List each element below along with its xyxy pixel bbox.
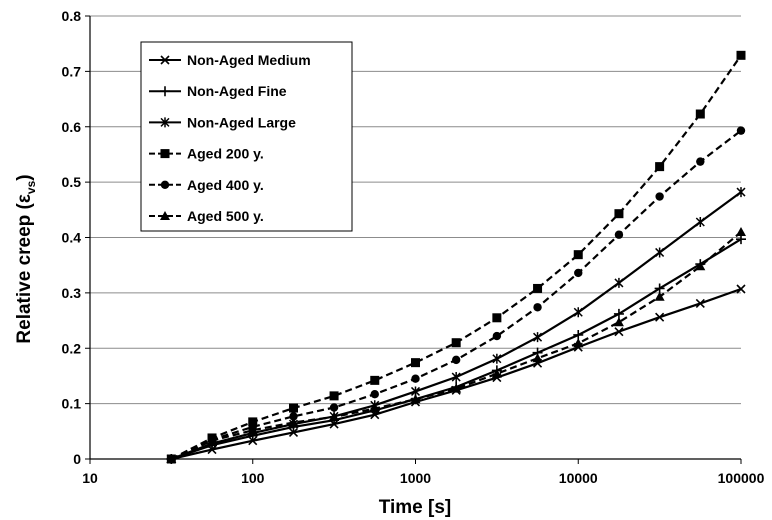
data-point-square [614, 209, 624, 219]
y-tick-label: 0.7 [62, 63, 82, 79]
y-axis-title-main: Relative creep (ε [14, 194, 35, 343]
data-point-star [451, 372, 461, 383]
y-tick-label: 0.6 [62, 119, 82, 135]
data-point-circle [574, 268, 583, 278]
legend-marker [160, 211, 170, 220]
axes: 0 0.1 0.2 0.3 0.4 0.5 0.6 0.7 0.8 10 100 1000 10000 1… [62, 8, 765, 486]
data-point-circle [736, 126, 746, 135]
x-tick-label: 1000 [400, 470, 431, 486]
data-point-triangle [288, 417, 299, 427]
legend: Non-Aged Medium Non-Aged Fine Non-Aged Lar… [140, 41, 353, 232]
data-point-circle [655, 192, 664, 201]
data-point-triangle [736, 226, 746, 236]
data-point-square [451, 338, 461, 348]
legend-entry: Aged 200 y. [149, 146, 264, 162]
data-point-square [329, 391, 339, 401]
data-point-circle [696, 157, 705, 166]
y-tick-label: 0.4 [62, 230, 82, 246]
legend-entry: Non-Aged Medium [149, 52, 311, 68]
data-point-square [736, 50, 746, 60]
y-tick-label: 0.3 [62, 285, 82, 301]
y-axis-title-subscript: vs [24, 180, 38, 194]
data-point-circle [289, 412, 298, 421]
data-point-triangle [573, 338, 584, 348]
data-point-x [695, 298, 705, 308]
legend-entry: Aged 400 y. [149, 177, 264, 193]
data-point-square [695, 109, 705, 119]
legend-label: Aged 200 y. [187, 146, 264, 162]
data-point-x [655, 312, 665, 322]
data-point-triangle [247, 425, 258, 435]
data-point-triangle [695, 261, 706, 271]
series-4 [166, 50, 746, 464]
data-point-star [573, 307, 583, 318]
data-point-star [736, 187, 746, 198]
legend-marker [160, 180, 170, 189]
data-point-square [289, 403, 299, 413]
data-point-circle [492, 331, 502, 341]
data-point-circle [370, 390, 379, 399]
data-point-square [492, 313, 502, 323]
data-point-triangle [451, 383, 462, 393]
data-point-triangle [491, 368, 502, 378]
legend-marker [160, 86, 170, 97]
data-point-x [288, 427, 299, 437]
legend-label: Non-Aged Medium [187, 52, 311, 68]
data-point-star [533, 332, 543, 343]
legend-marker [160, 149, 170, 159]
x-tick-label: 10 [82, 470, 98, 486]
legend-label: Aged 400 y. [187, 177, 264, 193]
data-point-triangle [613, 317, 624, 327]
data-point-circle [451, 355, 461, 365]
y-axis-title: Relative creep (εvs) [14, 174, 38, 343]
legend-label: Non-Aged Large [187, 114, 296, 130]
data-point-square [248, 417, 258, 427]
data-point-triangle [532, 353, 543, 363]
data-point-circle [411, 374, 420, 383]
data-point-x [614, 327, 624, 337]
legend-label: Non-Aged Fine [187, 83, 287, 99]
data-point-triangle [166, 454, 177, 463]
data-point-x [736, 284, 746, 294]
data-point-square [533, 283, 543, 293]
data-point-triangle [329, 411, 340, 421]
series-line [170, 231, 742, 461]
legend-marker [160, 55, 170, 65]
series-6 [166, 226, 746, 463]
data-point-triangle [207, 435, 218, 445]
data-point-star [492, 353, 502, 364]
data-point-star [614, 277, 624, 288]
data-point-triangle [410, 394, 421, 404]
data-point-triangle [654, 291, 665, 301]
y-tick-label: 0 [73, 451, 81, 467]
x-axis-title: Time [s] [379, 497, 452, 518]
legend-label: Aged 500 y. [187, 208, 264, 224]
data-point-circle [614, 230, 624, 239]
x-tick-label: 100 [241, 470, 265, 486]
data-point-circle [329, 403, 339, 412]
x-tick-label: 10000 [559, 470, 598, 486]
legend-marker [160, 117, 170, 128]
x-tick-label: 100000 [718, 470, 765, 486]
y-tick-label: 0.8 [62, 8, 82, 24]
data-point-square [411, 358, 420, 368]
y-tick-label: 0.5 [62, 174, 82, 190]
data-point-star [695, 216, 705, 227]
y-tick-label: 0.2 [62, 340, 82, 356]
data-point-square [655, 162, 665, 172]
series-group [166, 50, 746, 464]
legend-entry: Non-Aged Large [149, 114, 296, 130]
y-axis-title-end: ) [14, 174, 35, 180]
data-point-circle [533, 303, 542, 312]
legend-box [140, 41, 353, 232]
legend-entry: Aged 500 y. [149, 208, 264, 224]
y-tick-label: 0.1 [62, 396, 82, 412]
legend-entry: Non-Aged Fine [149, 83, 287, 99]
data-point-square [370, 375, 380, 385]
data-point-triangle [369, 403, 380, 413]
data-point-square [573, 250, 583, 260]
data-point-star [655, 247, 665, 258]
